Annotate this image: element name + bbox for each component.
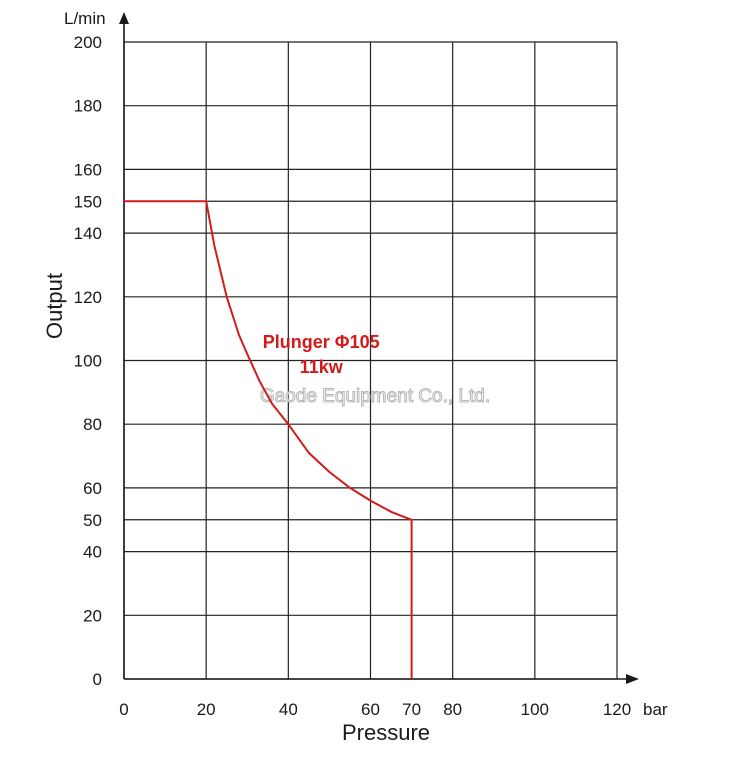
y-tick-label-20: 20 <box>83 606 102 625</box>
annotation-plunger: Plunger Φ105 <box>263 332 380 352</box>
x-tick-label-60: 60 <box>361 700 380 719</box>
series-line-0 <box>124 200 413 679</box>
y-tick-label-80: 80 <box>83 415 102 434</box>
y-tick-label-150: 150 <box>74 192 102 211</box>
y-tick-label-200: 200 <box>74 33 102 52</box>
y-tick-label-40: 40 <box>83 543 102 562</box>
y-tick-label-160: 160 <box>74 160 102 179</box>
y-tick-label-140: 140 <box>74 224 102 243</box>
y-axis-title: Output <box>42 273 67 339</box>
watermark-text: Gaode Equipment Co., Ltd. <box>260 386 490 407</box>
x-tick-label-20: 20 <box>197 700 216 719</box>
y-tick-label-120: 120 <box>74 288 102 307</box>
series <box>124 200 413 679</box>
grid <box>123 41 618 680</box>
x-tick-label-100: 100 <box>521 700 549 719</box>
x-tick-label-0: 0 <box>119 700 128 719</box>
x-tick-label-120: 120 <box>603 700 631 719</box>
y-tick-label-180: 180 <box>74 97 102 116</box>
x-tick-label-70: 70 <box>402 700 421 719</box>
y-tick-label-0: 0 <box>93 670 102 689</box>
y-tick-label-60: 60 <box>83 479 102 498</box>
y-tick-label-50: 50 <box>83 511 102 530</box>
x-tick-label-40: 40 <box>279 700 298 719</box>
x-axis-title: Pressure <box>342 720 430 745</box>
y-axis-unit: L/min <box>64 9 106 28</box>
x-tick-label-80: 80 <box>443 700 462 719</box>
annotation-power: 11kw <box>300 357 344 377</box>
axes <box>119 12 639 684</box>
x-axis-unit: bar <box>643 700 668 719</box>
y-axis-arrow <box>119 12 129 24</box>
y-tick-label-100: 100 <box>74 352 102 371</box>
x-axis-arrow <box>626 674 639 684</box>
tick-labels: 0 20 40 60 70 80 100 120 0 20 40 50 60 80 100 120 140 150… <box>74 33 632 719</box>
